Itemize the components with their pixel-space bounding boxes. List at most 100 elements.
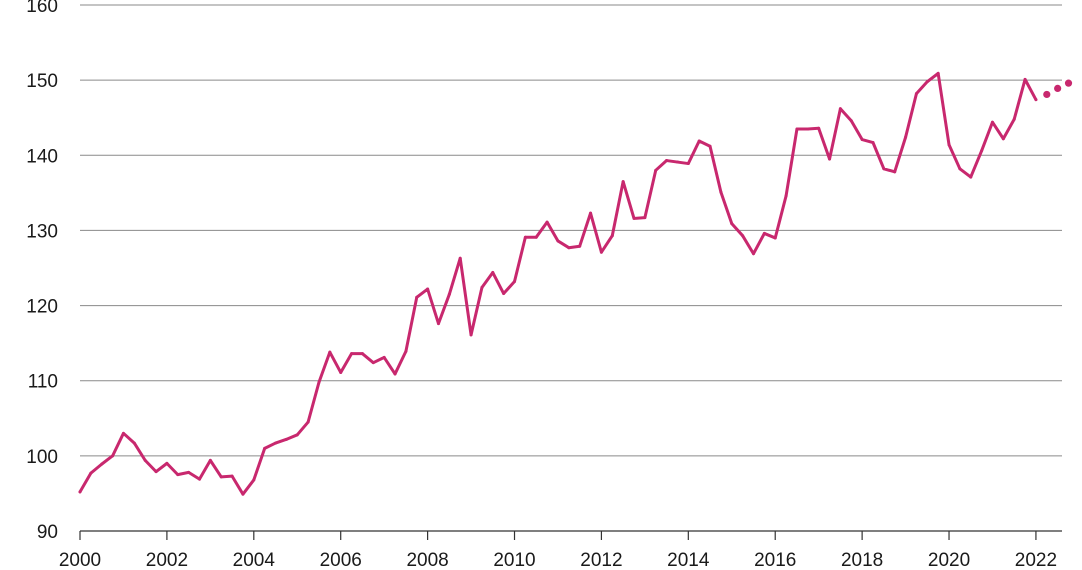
data-point <box>904 135 908 139</box>
data-point <box>751 252 755 256</box>
data-point <box>958 167 962 171</box>
data-point <box>599 250 603 254</box>
data-point <box>165 461 169 465</box>
data-point <box>393 372 397 376</box>
data-point <box>697 139 701 143</box>
data-point <box>817 126 821 130</box>
data-point <box>665 159 669 163</box>
data-point <box>415 295 419 299</box>
data-point <box>382 355 386 359</box>
data-point <box>263 446 267 450</box>
data-point <box>328 350 332 354</box>
data-point <box>969 175 973 179</box>
series <box>78 71 1073 496</box>
data-point <box>78 490 82 494</box>
data-point <box>556 239 560 243</box>
data-point <box>480 286 484 290</box>
data-point <box>513 280 517 284</box>
y-tick-label: 150 <box>26 71 58 92</box>
data-point <box>925 80 929 84</box>
data-point <box>675 160 679 164</box>
data-point <box>545 220 549 224</box>
data-point <box>306 420 310 424</box>
data-point <box>447 292 451 296</box>
data-point <box>795 127 799 131</box>
data-point <box>980 149 984 153</box>
data-point <box>990 120 994 124</box>
data-point <box>610 234 614 238</box>
data-point <box>132 441 136 445</box>
data-point <box>371 361 375 365</box>
data-point <box>339 370 343 374</box>
y-tick-label: 160 <box>26 0 58 17</box>
x-axis-tick-labels: 2000 2002 2004 2006 2008 2010 2012 2014 2016 2018… <box>59 550 1057 570</box>
data-point <box>762 231 766 235</box>
data-point <box>208 458 212 462</box>
data-point <box>426 287 430 291</box>
y-tick-label: 140 <box>26 146 58 167</box>
data-point <box>274 441 278 445</box>
data-point <box>295 433 299 437</box>
data-point <box>567 246 571 250</box>
data-point <box>469 333 473 337</box>
data-point <box>89 471 93 475</box>
data-point <box>936 71 940 75</box>
x-tick-label: 2002 <box>146 550 188 570</box>
data-point <box>284 437 288 441</box>
y-tick-label: 120 <box>26 297 58 318</box>
data-point <box>176 473 180 477</box>
data-point <box>849 119 853 123</box>
y-tick-label: 100 <box>26 447 58 468</box>
data-point <box>578 244 582 248</box>
data-point <box>1001 137 1005 141</box>
data-point <box>838 107 842 111</box>
data-point <box>773 236 777 240</box>
data-point <box>686 162 690 166</box>
data-point <box>187 470 191 474</box>
data-point <box>502 292 506 296</box>
data-point <box>219 475 223 479</box>
x-tick-label: 2012 <box>580 550 622 570</box>
data-point <box>806 127 810 131</box>
series-line <box>78 71 1038 496</box>
data-point <box>197 477 201 481</box>
data-point <box>1034 98 1038 102</box>
y-tick-label: 90 <box>37 522 58 543</box>
data-point <box>589 211 593 215</box>
data-point <box>719 190 723 194</box>
x-tick-label: 2014 <box>667 550 710 570</box>
x-tick-label: 2004 <box>233 550 276 570</box>
data-point <box>458 256 462 260</box>
data-point <box>317 380 321 384</box>
forecast-point <box>1043 90 1051 99</box>
data-point <box>730 222 734 226</box>
x-tick-label: 2016 <box>754 550 796 570</box>
data-point <box>360 352 364 356</box>
y-tick-label: 110 <box>28 372 58 393</box>
x-tick-label: 2010 <box>493 550 535 570</box>
x-tick-label: 2018 <box>841 550 883 570</box>
data-point <box>860 138 864 142</box>
data-point <box>121 431 125 435</box>
x-tick-label: 2006 <box>320 550 362 570</box>
data-point <box>632 216 636 220</box>
data-point <box>404 349 408 353</box>
data-point <box>947 143 951 147</box>
data-point <box>252 478 256 482</box>
forecast-point <box>1054 84 1062 93</box>
data-point <box>111 454 115 458</box>
data-point <box>241 492 245 496</box>
data-point <box>828 157 832 161</box>
data-point <box>621 180 625 184</box>
data-point <box>871 141 875 145</box>
data-point <box>708 144 712 148</box>
data-point <box>643 216 647 220</box>
data-point <box>784 194 788 198</box>
x-tick-label: 2020 <box>928 550 970 570</box>
data-point <box>143 458 147 462</box>
data-point <box>914 92 918 96</box>
data-point <box>1023 77 1027 81</box>
x-tick-label: 2022 <box>1015 550 1057 570</box>
data-point <box>654 168 658 172</box>
